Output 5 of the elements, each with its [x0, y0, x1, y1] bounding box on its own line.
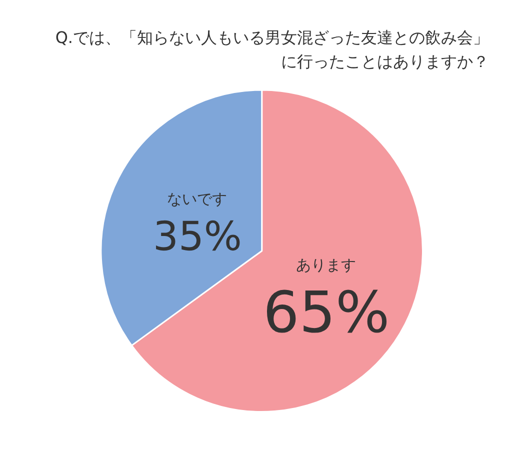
slice-label: あります: [296, 256, 356, 274]
data-label: 35%: [153, 214, 242, 260]
data-label: 65%: [263, 280, 390, 346]
slice-label: ないです: [167, 190, 227, 208]
chart-title: Q.では、「知らない人もいる男女混ざった友達との飲み会」に行ったことはありますか？: [54, 27, 489, 73]
